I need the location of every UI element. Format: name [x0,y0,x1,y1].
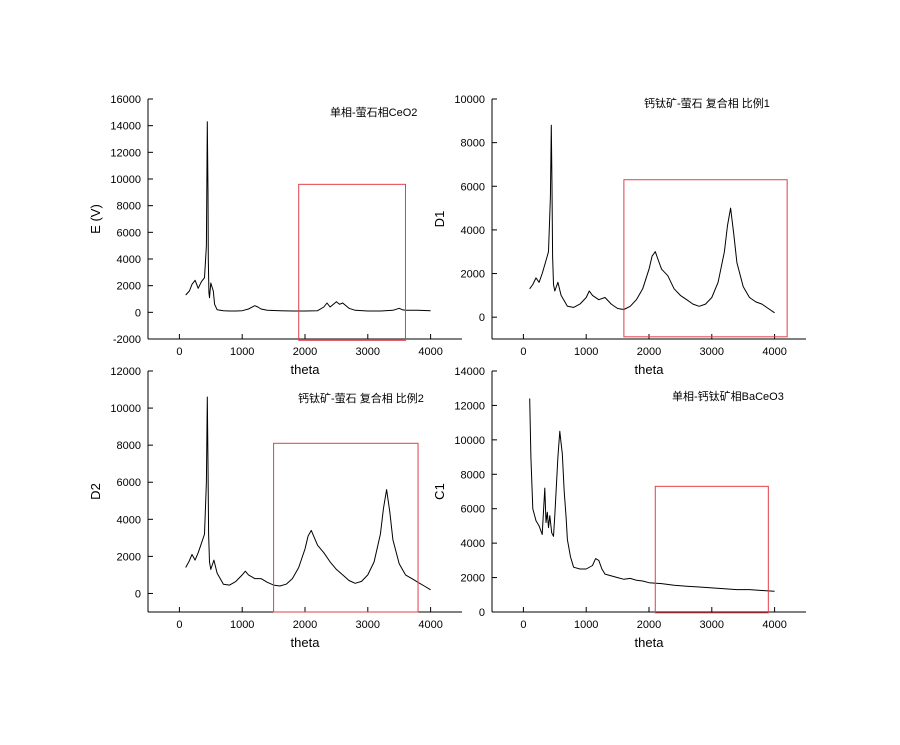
x-tick-label: 0 [520,619,526,631]
y-tick-label: 12000 [454,400,485,412]
highlight-box [623,179,788,338]
y-tick-label: 8000 [117,440,141,452]
y-tick-label: 4000 [117,514,141,526]
x-tick-label: 1000 [230,346,254,358]
x-tick-label: 3000 [356,346,380,358]
x-tick-label: 1000 [574,346,598,358]
x-tick-label: 1000 [230,619,254,631]
y-tick-label: 12000 [110,366,141,378]
x-tick-label: 3000 [700,346,724,358]
x-axis-label: theta [635,362,665,377]
chart-panel-1: -200002000400060008000100001200014000160… [88,94,462,377]
x-tick-label: 4000 [762,619,786,631]
series-line [529,124,775,314]
highlight-box [654,485,769,614]
y-axis-label: E (V) [88,204,103,234]
y-tick-label: 12000 [110,147,141,159]
x-tick-label: 2000 [293,619,317,631]
y-tick-label: 6000 [117,477,141,489]
y-tick-label: 4000 [461,538,485,550]
x-tick-label: 4000 [762,346,786,358]
y-tick-label: 0 [479,607,485,619]
y-tick-label: 8000 [461,469,485,481]
panel-annotation: 单相-萤石相CeO2 [330,106,417,119]
highlight-box [273,442,419,613]
y-tick-label: 0 [135,588,141,600]
x-axis-label: theta [291,635,321,650]
y-tick-label: -2000 [113,334,141,346]
chart-panel-4: 0 2000 4000 6000 8000 10000 12000 14000 0 1000 200… [432,366,806,650]
y-tick-label: 14000 [110,121,141,133]
y-tick-label: 10000 [454,435,485,447]
y-tick-label: 16000 [110,94,141,106]
x-axis-label: theta [291,362,321,377]
x-tick-label: 0 [176,619,182,631]
x-tick-label: 2000 [637,346,661,358]
panel-annotation: 钙钛矿-萤石 复合相 比例2 [298,391,424,405]
y-tick-label: 6000 [461,504,485,516]
x-tick-label: 3000 [356,619,380,631]
x-axis-label: theta [635,635,665,650]
y-tick-label: 14000 [454,366,485,378]
x-tick-label: 4000 [418,619,442,631]
y-tick-label: 2000 [117,281,141,293]
series-line [185,396,431,591]
panel-annotation: 钙钛矿-萤石 复合相 比例1 [644,96,770,110]
y-axis-label: D1 [432,211,447,228]
x-tick-label: 0 [520,346,526,358]
panel-annotation: 单相-钙钛矿相BaCeO3 [672,389,784,403]
y-tick-label: 10000 [110,174,141,186]
y-tick-label: 0 [135,307,141,319]
x-tick-label: 2000 [293,346,317,358]
y-tick-label: 2000 [461,573,485,585]
y-axis-label: D2 [88,483,103,500]
y-tick-label: 8000 [461,138,485,150]
x-tick-label: 3000 [700,619,724,631]
x-tick-label: 4000 [418,346,442,358]
x-tick-label: 2000 [637,619,661,631]
y-tick-label: 4000 [117,254,141,266]
y-tick-label: 8000 [117,201,141,213]
highlight-box [298,183,406,341]
x-tick-label: 1000 [574,619,598,631]
y-tick-label: 6000 [461,181,485,193]
y-tick-label: 10000 [454,94,485,106]
y-tick-label: 0 [479,312,485,324]
y-axis-label: C1 [432,483,447,500]
chart-panel-3: 0 2000 4000 6000 8000 10000 12000 0 1000 2000 3000… [88,366,462,650]
y-tick-label: 2000 [117,551,141,563]
x-tick-label: 0 [176,346,182,358]
y-tick-label: 2000 [461,269,485,281]
series-line [185,121,431,312]
series-line [529,398,775,592]
chart-panel-2: 0 2000 4000 6000 8000 10000 0 1000 2000 3000 4000 t… [432,94,806,377]
y-tick-label: 10000 [110,403,141,415]
y-tick-label: 6000 [117,227,141,239]
y-tick-label: 4000 [461,225,485,237]
